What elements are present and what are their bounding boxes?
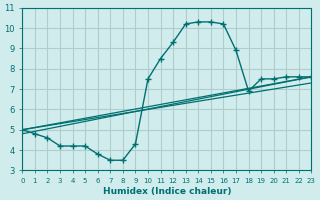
X-axis label: Humidex (Indice chaleur): Humidex (Indice chaleur)	[103, 187, 231, 196]
